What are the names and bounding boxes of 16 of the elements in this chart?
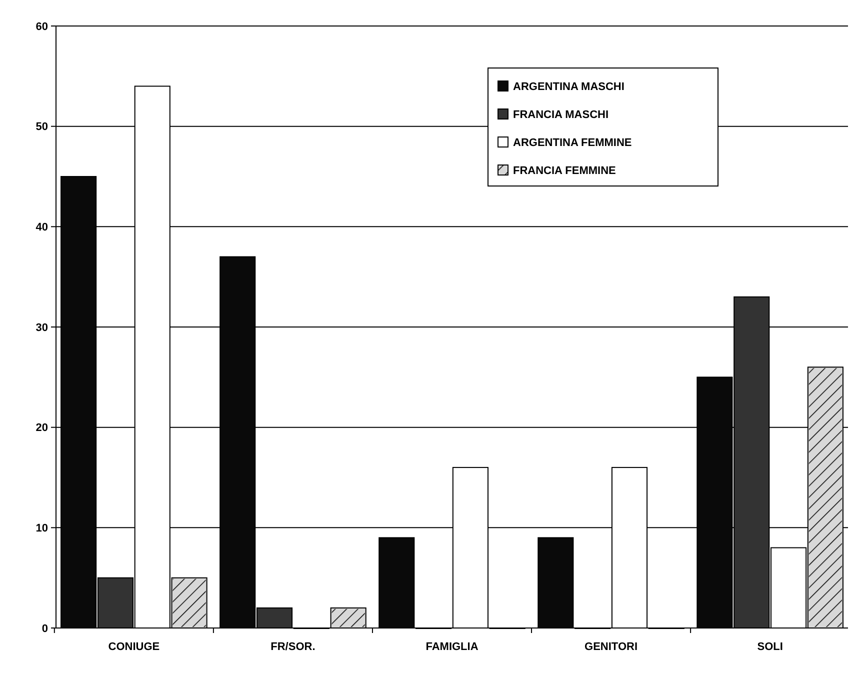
- y-tick-label: 40: [36, 222, 48, 234]
- x-tick-label: FAMIGLIA: [426, 641, 478, 653]
- legend-label: FRANCIA FEMMINE: [513, 164, 616, 177]
- legend-label: ARGENTINA FEMMINE: [513, 136, 632, 149]
- x-tick-label: SOLI: [757, 641, 783, 653]
- y-tick-label: 0: [42, 622, 48, 635]
- y-tick-label: 10: [36, 522, 48, 535]
- legend-label: FRANCIA MASCHI: [513, 108, 609, 121]
- x-tick-label: CONIUGE: [108, 641, 160, 653]
- y-tick-label: 30: [36, 322, 48, 334]
- x-tick-label: FR/SOR.: [270, 641, 316, 653]
- legend-label: ARGENTINA MASCHI: [513, 80, 624, 93]
- y-tick-label: 20: [36, 422, 48, 434]
- y-tick-label: 50: [36, 121, 48, 134]
- x-tick-label: GENITORI: [584, 641, 638, 653]
- y-tick-label: 60: [36, 20, 48, 33]
